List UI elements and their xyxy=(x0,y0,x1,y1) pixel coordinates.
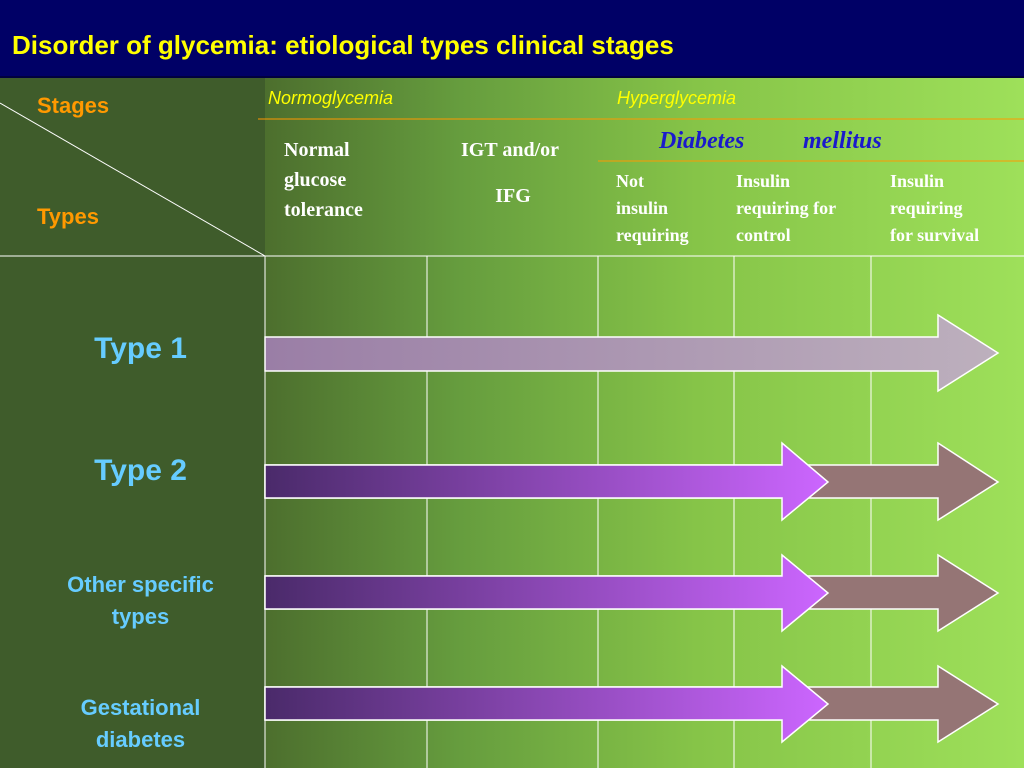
col-header-insulin-for-survival: Insulin requiring for survival xyxy=(890,171,980,245)
title-divider xyxy=(0,76,1024,78)
corner-diagonal xyxy=(0,102,266,257)
hyperglycemia-label: Hyperglycemia xyxy=(617,88,737,108)
title-bar: Disorder of glycemia: etiological types … xyxy=(0,0,1024,76)
type1-arrow xyxy=(264,313,1000,393)
type-1-label: Type 1 xyxy=(94,332,187,365)
types-heading: Types xyxy=(37,204,99,229)
types-column xyxy=(0,78,265,768)
diabetes-label: Diabetes xyxy=(659,128,745,154)
gestational-diabetes-label: Gestational diabetes xyxy=(80,695,201,752)
mellitus-label: mellitus xyxy=(803,128,882,154)
gestational-arrow-main xyxy=(264,664,830,744)
col-header-igt-ifg: IGT and/or IFG xyxy=(461,139,559,207)
slide-title: Disorder of glycemia: etiological types … xyxy=(12,30,674,60)
other-specific-types-label: Other specific types xyxy=(67,572,214,629)
other-types-arrow-main xyxy=(264,553,830,633)
col-header-insulin-for-control: Insulin requiring for control xyxy=(736,171,837,245)
col-header-normal-glucose-tolerance: Normal glucose tolerance xyxy=(284,139,363,221)
type-2-label: Type 2 xyxy=(94,454,187,487)
normoglycemia-label: Normoglycemia xyxy=(268,88,394,108)
col-header-not-insulin-requiring: Not insulin requiring xyxy=(616,171,689,245)
type2-arrow-main xyxy=(264,441,830,522)
stages-heading: Stages xyxy=(37,93,110,118)
